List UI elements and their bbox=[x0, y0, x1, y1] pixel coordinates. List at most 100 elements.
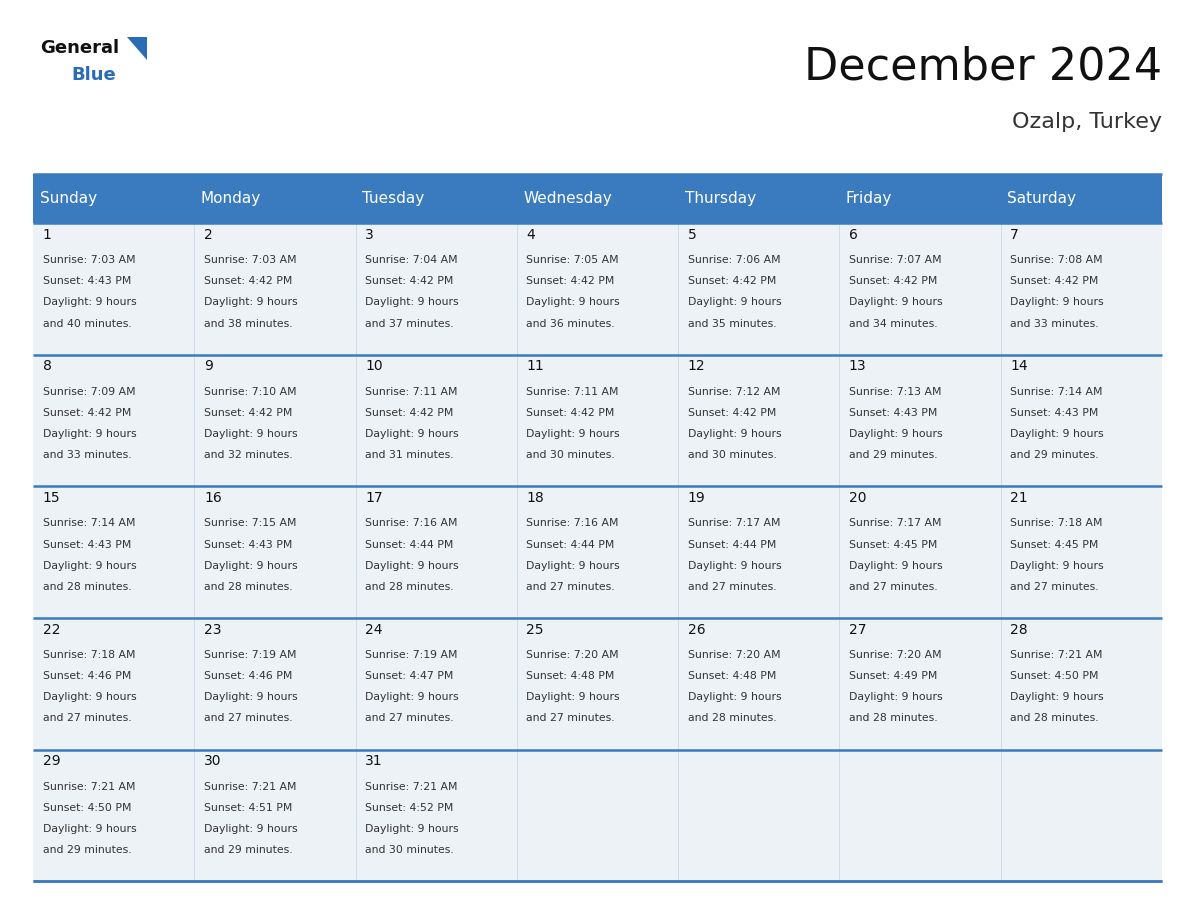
Text: and 37 minutes.: and 37 minutes. bbox=[365, 319, 454, 329]
Text: 30: 30 bbox=[204, 755, 221, 768]
Text: and 30 minutes.: and 30 minutes. bbox=[526, 450, 615, 460]
Text: 19: 19 bbox=[688, 491, 706, 505]
Bar bbox=[355, 487, 517, 618]
Text: Blue: Blue bbox=[71, 66, 116, 84]
Text: Sunset: 4:43 PM: Sunset: 4:43 PM bbox=[204, 540, 292, 550]
Text: Daylight: 9 hours: Daylight: 9 hours bbox=[1010, 429, 1104, 439]
Text: 6: 6 bbox=[849, 228, 858, 241]
Text: Sunset: 4:45 PM: Sunset: 4:45 PM bbox=[1010, 540, 1099, 550]
Text: Daylight: 9 hours: Daylight: 9 hours bbox=[526, 561, 620, 571]
Text: and 28 minutes.: and 28 minutes. bbox=[43, 582, 132, 592]
Text: 28: 28 bbox=[1010, 622, 1028, 636]
Bar bbox=[517, 487, 678, 618]
Text: 24: 24 bbox=[365, 622, 383, 636]
Text: Daylight: 9 hours: Daylight: 9 hours bbox=[688, 561, 782, 571]
Text: Sunrise: 7:09 AM: Sunrise: 7:09 AM bbox=[43, 386, 135, 397]
Text: Wednesday: Wednesday bbox=[524, 191, 612, 207]
Bar bbox=[355, 354, 517, 487]
Text: General: General bbox=[40, 39, 120, 57]
Text: 7: 7 bbox=[1010, 228, 1019, 241]
Text: and 32 minutes.: and 32 minutes. bbox=[204, 450, 292, 460]
Text: Daylight: 9 hours: Daylight: 9 hours bbox=[1010, 692, 1104, 702]
Text: and 27 minutes.: and 27 minutes. bbox=[365, 713, 454, 723]
Bar bbox=[678, 354, 840, 487]
Text: Sunrise: 7:20 AM: Sunrise: 7:20 AM bbox=[849, 650, 942, 660]
Text: Sunset: 4:42 PM: Sunset: 4:42 PM bbox=[1010, 276, 1099, 286]
Text: Sunrise: 7:19 AM: Sunrise: 7:19 AM bbox=[365, 650, 457, 660]
Text: 10: 10 bbox=[365, 359, 383, 374]
Text: 16: 16 bbox=[204, 491, 222, 505]
Text: Friday: Friday bbox=[846, 191, 892, 207]
Text: Sunset: 4:42 PM: Sunset: 4:42 PM bbox=[526, 276, 615, 286]
Text: Daylight: 9 hours: Daylight: 9 hours bbox=[204, 429, 298, 439]
Bar bbox=[195, 223, 355, 354]
Text: Sunrise: 7:18 AM: Sunrise: 7:18 AM bbox=[1010, 519, 1102, 529]
Text: 27: 27 bbox=[849, 622, 866, 636]
Text: 5: 5 bbox=[688, 228, 696, 241]
Text: Daylight: 9 hours: Daylight: 9 hours bbox=[688, 429, 782, 439]
Text: Sunrise: 7:08 AM: Sunrise: 7:08 AM bbox=[1010, 255, 1102, 265]
Text: and 29 minutes.: and 29 minutes. bbox=[43, 845, 132, 855]
Text: Daylight: 9 hours: Daylight: 9 hours bbox=[526, 692, 620, 702]
Text: Sunrise: 7:03 AM: Sunrise: 7:03 AM bbox=[204, 255, 297, 265]
Text: Sunset: 4:44 PM: Sunset: 4:44 PM bbox=[365, 540, 454, 550]
Bar bbox=[1000, 750, 1162, 881]
Text: 3: 3 bbox=[365, 228, 374, 241]
Text: Tuesday: Tuesday bbox=[362, 191, 424, 207]
Bar bbox=[517, 354, 678, 487]
Text: Sunset: 4:43 PM: Sunset: 4:43 PM bbox=[43, 540, 131, 550]
Text: 26: 26 bbox=[688, 622, 706, 636]
Text: Sunrise: 7:21 AM: Sunrise: 7:21 AM bbox=[365, 782, 457, 791]
Text: and 27 minutes.: and 27 minutes. bbox=[204, 713, 292, 723]
Text: and 33 minutes.: and 33 minutes. bbox=[1010, 319, 1099, 329]
Text: 20: 20 bbox=[849, 491, 866, 505]
Text: Daylight: 9 hours: Daylight: 9 hours bbox=[688, 692, 782, 702]
Text: Sunset: 4:42 PM: Sunset: 4:42 PM bbox=[204, 408, 292, 418]
Text: Daylight: 9 hours: Daylight: 9 hours bbox=[526, 297, 620, 308]
Text: Sunset: 4:43 PM: Sunset: 4:43 PM bbox=[849, 408, 937, 418]
Text: Sunset: 4:42 PM: Sunset: 4:42 PM bbox=[526, 408, 615, 418]
Bar bbox=[678, 223, 840, 354]
Bar bbox=[195, 618, 355, 750]
Text: Monday: Monday bbox=[201, 191, 261, 207]
Text: Sunset: 4:49 PM: Sunset: 4:49 PM bbox=[849, 671, 937, 681]
Text: and 27 minutes.: and 27 minutes. bbox=[526, 713, 615, 723]
Text: 17: 17 bbox=[365, 491, 383, 505]
Bar bbox=[1000, 618, 1162, 750]
Text: and 33 minutes.: and 33 minutes. bbox=[43, 450, 132, 460]
Text: 4: 4 bbox=[526, 228, 536, 241]
Bar bbox=[517, 750, 678, 881]
Text: and 29 minutes.: and 29 minutes. bbox=[204, 845, 292, 855]
Text: Sunset: 4:42 PM: Sunset: 4:42 PM bbox=[849, 276, 937, 286]
Text: Daylight: 9 hours: Daylight: 9 hours bbox=[849, 561, 942, 571]
Text: 29: 29 bbox=[43, 755, 61, 768]
Text: and 28 minutes.: and 28 minutes. bbox=[365, 582, 454, 592]
Text: and 40 minutes.: and 40 minutes. bbox=[43, 319, 132, 329]
Text: Sunrise: 7:11 AM: Sunrise: 7:11 AM bbox=[526, 386, 619, 397]
Text: Daylight: 9 hours: Daylight: 9 hours bbox=[204, 297, 298, 308]
Text: Sunset: 4:42 PM: Sunset: 4:42 PM bbox=[688, 408, 776, 418]
Text: and 29 minutes.: and 29 minutes. bbox=[849, 450, 937, 460]
Bar bbox=[678, 750, 840, 881]
Text: Sunrise: 7:21 AM: Sunrise: 7:21 AM bbox=[43, 782, 135, 791]
Text: Daylight: 9 hours: Daylight: 9 hours bbox=[43, 429, 137, 439]
Text: Sunset: 4:47 PM: Sunset: 4:47 PM bbox=[365, 671, 454, 681]
Polygon shape bbox=[127, 37, 147, 60]
Text: and 30 minutes.: and 30 minutes. bbox=[365, 845, 454, 855]
Text: and 27 minutes.: and 27 minutes. bbox=[526, 582, 615, 592]
Text: and 27 minutes.: and 27 minutes. bbox=[688, 582, 776, 592]
Text: Sunset: 4:52 PM: Sunset: 4:52 PM bbox=[365, 803, 454, 812]
Text: and 28 minutes.: and 28 minutes. bbox=[204, 582, 292, 592]
Bar bbox=[195, 750, 355, 881]
Text: 2: 2 bbox=[204, 228, 213, 241]
Text: Sunset: 4:50 PM: Sunset: 4:50 PM bbox=[43, 803, 131, 812]
Bar bbox=[678, 618, 840, 750]
Text: Sunrise: 7:04 AM: Sunrise: 7:04 AM bbox=[365, 255, 457, 265]
Text: Daylight: 9 hours: Daylight: 9 hours bbox=[43, 297, 137, 308]
Text: Sunset: 4:43 PM: Sunset: 4:43 PM bbox=[1010, 408, 1099, 418]
Text: Daylight: 9 hours: Daylight: 9 hours bbox=[849, 692, 942, 702]
Bar bbox=[33, 223, 195, 354]
Text: Daylight: 9 hours: Daylight: 9 hours bbox=[365, 561, 459, 571]
Text: Sunrise: 7:21 AM: Sunrise: 7:21 AM bbox=[1010, 650, 1102, 660]
Text: and 27 minutes.: and 27 minutes. bbox=[43, 713, 132, 723]
